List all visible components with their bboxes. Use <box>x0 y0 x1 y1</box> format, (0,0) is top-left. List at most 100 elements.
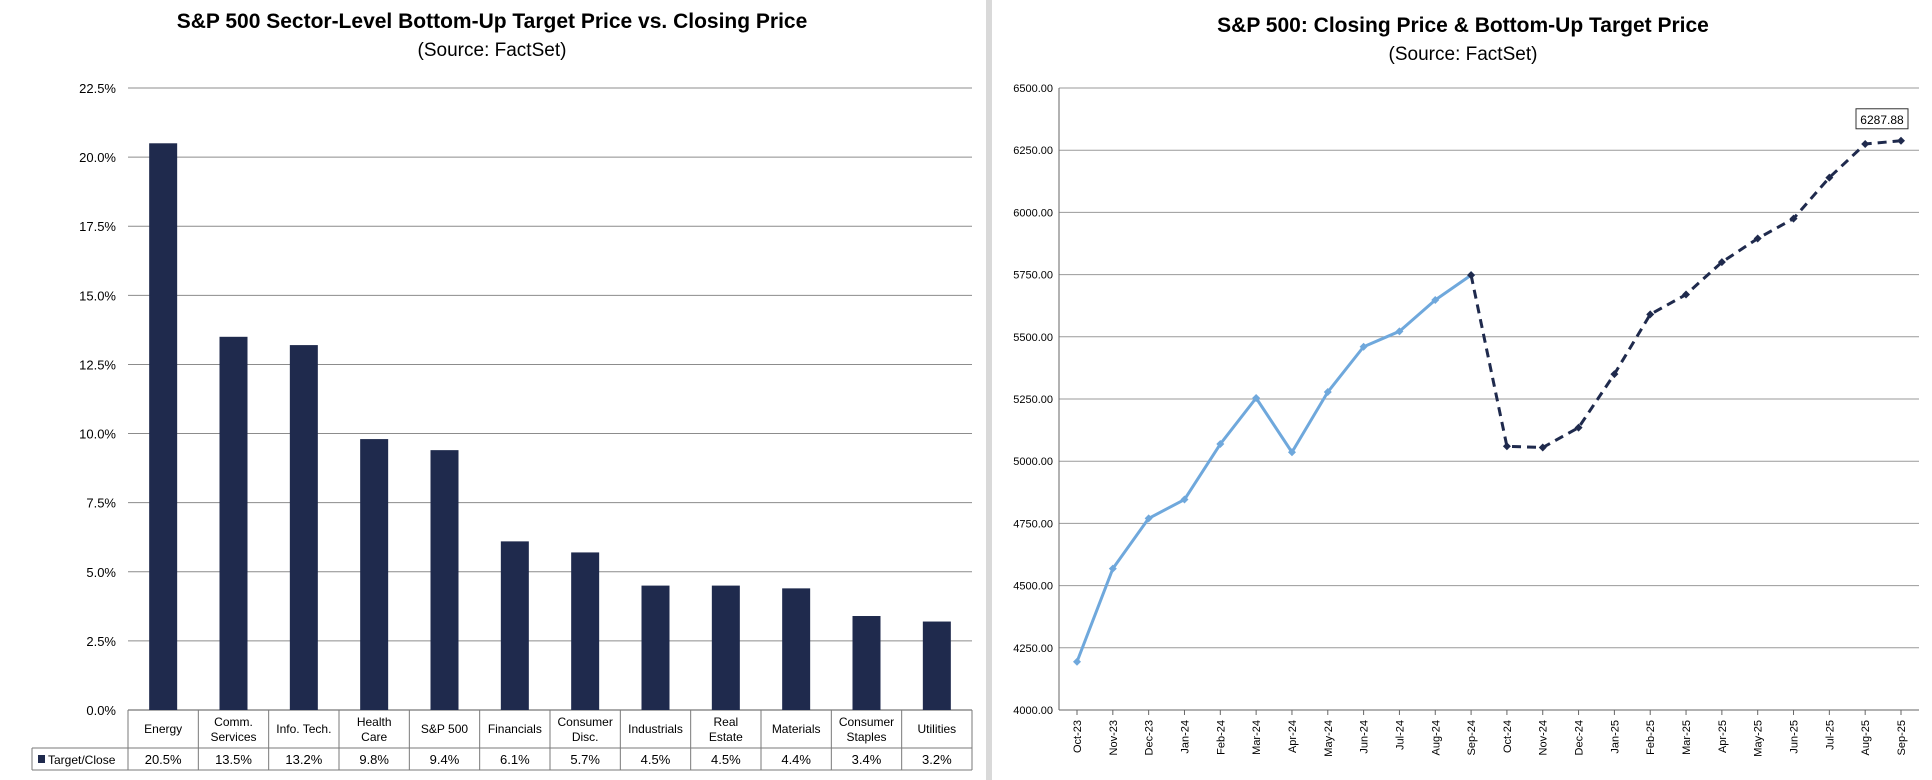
line-x-tick-label: Nov-23 <box>1108 720 1120 755</box>
line-x-tick-label: Oct-23 <box>1072 720 1084 753</box>
line-point-1 <box>1682 290 1691 299</box>
line-point-0 <box>1287 448 1296 457</box>
bar-y-tick-label: 12.5% <box>79 357 116 372</box>
bar-10 <box>852 616 881 710</box>
line-y-tick-label: 6500.00 <box>1013 83 1053 95</box>
line-y-tick-label: 4500.00 <box>1013 581 1053 593</box>
line-y-tick-label: 5000.00 <box>1013 456 1053 468</box>
line-chart-title: S&P 500: Closing Price & Bottom-Up Targe… <box>1217 14 1709 37</box>
line-y-tick-label: 6250.00 <box>1013 145 1053 157</box>
line-x-tick-label: Sep-24 <box>1466 720 1478 755</box>
line-point-1 <box>1610 370 1619 379</box>
bar-value-label: 13.5% <box>215 752 252 767</box>
bar-0 <box>149 143 178 711</box>
line-x-tick-label: Mar-24 <box>1251 720 1263 755</box>
line-x-tick-label: Oct-24 <box>1502 720 1514 753</box>
annotation-box <box>1855 108 1909 130</box>
bar-value-label: 13.2% <box>285 752 322 767</box>
line-point-0 <box>1180 495 1189 504</box>
line-point-0 <box>1323 388 1332 397</box>
line-x-tick-label: Feb-24 <box>1215 720 1227 755</box>
bar-3 <box>360 439 389 710</box>
line-point-1 <box>1502 442 1511 451</box>
bar-category-label: Utilities <box>917 722 956 736</box>
line-point-0 <box>1108 564 1117 573</box>
line-point-1 <box>1646 310 1655 319</box>
line-point-0 <box>1359 342 1368 351</box>
bar-5 <box>500 541 529 710</box>
bar-category-label: Info. Tech. <box>276 722 331 736</box>
bar-value-label: 9.8% <box>359 752 389 767</box>
line-chart-subtitle: (Source: FactSet) <box>1388 44 1538 65</box>
bar-value-label: 6.1% <box>500 752 530 767</box>
bar-y-tick-label: 17.5% <box>79 219 116 234</box>
line-point-0 <box>1431 295 1440 304</box>
panel-divider <box>986 0 992 780</box>
line-x-tick-label: May-25 <box>1753 720 1765 757</box>
bar-category-label: Consumer Disc. <box>557 715 612 744</box>
bar-y-tick-label: 10.0% <box>79 427 116 442</box>
line-x-tick-label: Mar-25 <box>1681 720 1693 755</box>
line-chart-panel: S&P 500: Closing Price & Bottom-Up Targe… <box>994 0 1932 780</box>
bar-category-label: Comm. Services <box>210 715 256 744</box>
bar-value-label: 9.4% <box>430 752 460 767</box>
line-point-0 <box>1252 394 1261 403</box>
bar-y-tick-label: 22.5% <box>79 81 116 96</box>
bar-value-label: 3.2% <box>922 752 952 767</box>
bar-category-label: Real Estate <box>709 715 743 744</box>
line-y-tick-label: 4000.00 <box>1013 705 1053 717</box>
bar-category-label: S&P 500 <box>421 722 468 736</box>
line-point-0 <box>1395 327 1404 336</box>
bar-y-tick-label: 7.5% <box>86 496 116 511</box>
line-x-tick-label: Dec-23 <box>1144 720 1156 755</box>
line-x-tick-label: Aug-24 <box>1430 720 1442 755</box>
bar-chart-plot: 0.0% 2.5% 5.0% 7.5% 10.0% 12.5% 15.0% 17.5% 20.0… <box>31 81 973 771</box>
bar-2 <box>289 345 318 710</box>
bar-chart-title: S&P 500 Sector-Level Bottom-Up Target Pr… <box>176 10 808 33</box>
line-point-1 <box>1861 139 1870 148</box>
legend-swatch <box>38 755 45 763</box>
line-chart-plot: 4000.00 4250.00 4500.00 4750.00 5000.00 5250.… <box>1013 83 1919 757</box>
line-y-tick-label: 5250.00 <box>1013 394 1053 406</box>
bar-y-tick-label: 20.0% <box>79 150 116 165</box>
line-x-tick-label: May-24 <box>1323 720 1335 757</box>
bar-y-tick-label: 15.0% <box>79 288 116 303</box>
bar-value-label: 4.4% <box>781 752 811 767</box>
bar-8 <box>711 585 740 710</box>
bar-y-tick-label: 0.0% <box>86 703 116 718</box>
line-y-tick-label: 5500.00 <box>1013 332 1053 344</box>
line-series-0 <box>1075 273 1472 663</box>
bar-value-label: 4.5% <box>711 752 741 767</box>
annotation-label: 6287.88 <box>1860 113 1904 127</box>
line-point-0 <box>1144 514 1153 523</box>
bar-category-label: Materials <box>772 722 821 736</box>
bar-category-label: Energy <box>144 722 182 736</box>
bar-category-label: Financials <box>488 722 542 736</box>
bar-11 <box>922 621 951 710</box>
line-x-tick-label: Jan-25 <box>1609 720 1621 754</box>
line-x-tick-label: Jul-25 <box>1824 720 1836 750</box>
line-point-1 <box>1538 443 1547 452</box>
bar-y-tick-label: 5.0% <box>86 565 116 580</box>
line-point-0 <box>1216 440 1225 449</box>
line-x-tick-label: Nov-24 <box>1538 720 1550 755</box>
legend-label: Target/Close <box>48 753 116 767</box>
line-x-tick-label: Jun-25 <box>1789 720 1801 754</box>
line-point-1 <box>1717 258 1726 267</box>
line-x-tick-label: Jul-24 <box>1394 720 1406 750</box>
bar-7 <box>641 585 670 710</box>
bar-6 <box>571 552 600 710</box>
bar-chart-subtitle: (Source: FactSet) <box>417 40 567 61</box>
line-x-tick-label: Jun-24 <box>1359 720 1371 754</box>
line-point-1 <box>1753 234 1762 243</box>
line-point-1 <box>1789 214 1798 223</box>
bar-value-label: 4.5% <box>641 752 671 767</box>
bar-category-label: Consumer Staples <box>839 715 894 744</box>
line-y-tick-label: 6000.00 <box>1013 207 1053 219</box>
bar-y-tick-label: 2.5% <box>86 634 116 649</box>
line-x-tick-label: Sep-25 <box>1896 720 1908 755</box>
line-point-0 <box>1073 657 1081 666</box>
line-x-tick-label: Jan-24 <box>1179 720 1191 754</box>
bar-chart-panel: S&P 500 Sector-Level Bottom-Up Target Pr… <box>31 10 973 771</box>
bar-value-label: 20.5% <box>145 752 182 767</box>
